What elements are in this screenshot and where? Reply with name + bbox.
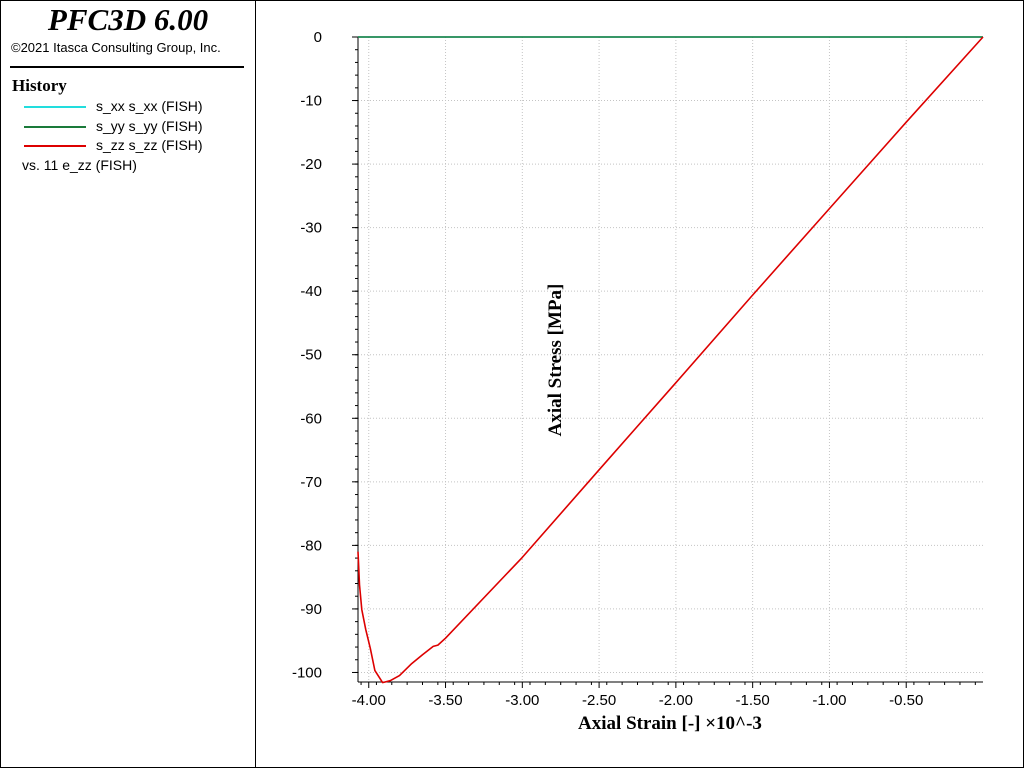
y-tick-label: -30	[300, 220, 322, 237]
app-title: PFC3D 6.00	[47, 2, 209, 37]
series-layer	[357, 36, 984, 684]
legend-heading: History	[12, 76, 67, 95]
y-tick-label: -20	[300, 156, 322, 173]
grid	[358, 36, 983, 682]
x-tick-label: -0.50	[889, 692, 923, 709]
y-tick-label: -80	[300, 537, 322, 554]
legend-item-s-zz: s_zz s_zz (FISH)	[22, 137, 252, 155]
x-tick-label: -2.00	[659, 692, 693, 709]
legend-item-s-yy: s_yy s_yy (FISH)	[22, 118, 252, 136]
legend-swatch	[24, 106, 86, 108]
y-tick-label: -90	[300, 601, 322, 618]
legend-swatch	[24, 126, 86, 128]
y-tick-label: -60	[300, 410, 322, 427]
legend-label: s_zz s_zz (FISH)	[96, 137, 203, 153]
series-line-s-zz	[357, 36, 984, 684]
x-tick-label: -1.50	[736, 692, 770, 709]
legend-label: s_yy s_yy (FISH)	[96, 118, 203, 134]
y-tick-label: -100	[292, 664, 322, 681]
legend-panel: PFC3D 6.00 ©2021 Itasca Consulting Group…	[0, 0, 256, 768]
x-tick-label: -4.00	[352, 692, 386, 709]
divider	[10, 66, 244, 68]
tick-labels: -4.00 -3.50 -3.00 -2.50 -2.00 -1.50 -1.00 -0.50…	[292, 29, 923, 709]
legend-item-s-xx: s_xx s_xx (FISH)	[22, 98, 252, 116]
axes	[352, 36, 983, 688]
copyright-text: ©2021 Itasca Consulting Group, Inc.	[11, 40, 221, 55]
x-tick-label: -1.00	[812, 692, 846, 709]
x-tick-label: -3.50	[428, 692, 462, 709]
y-tick-label: -50	[300, 347, 322, 364]
y-tick-label: -40	[300, 283, 322, 300]
stress-strain-chart: -4.00 -3.50 -3.00 -2.50 -2.00 -1.50 -1.00 -0.50…	[292, 29, 984, 734]
x-tick-label: -3.00	[505, 692, 539, 709]
legend-swatch	[24, 145, 86, 147]
y-tick-label: -10	[300, 93, 322, 110]
y-tick-label: -70	[300, 474, 322, 491]
legend-label: s_xx s_xx (FISH)	[96, 98, 203, 114]
x-tick-label: -2.50	[582, 692, 616, 709]
y-tick-label: 0	[314, 29, 322, 46]
x-axis-title: Axial Strain [-] ×10^-3	[578, 713, 762, 734]
y-axis-title: Axial Stress [MPa]	[545, 284, 566, 437]
legend-vs-label: vs. 11 e_zz (FISH)	[22, 157, 137, 173]
